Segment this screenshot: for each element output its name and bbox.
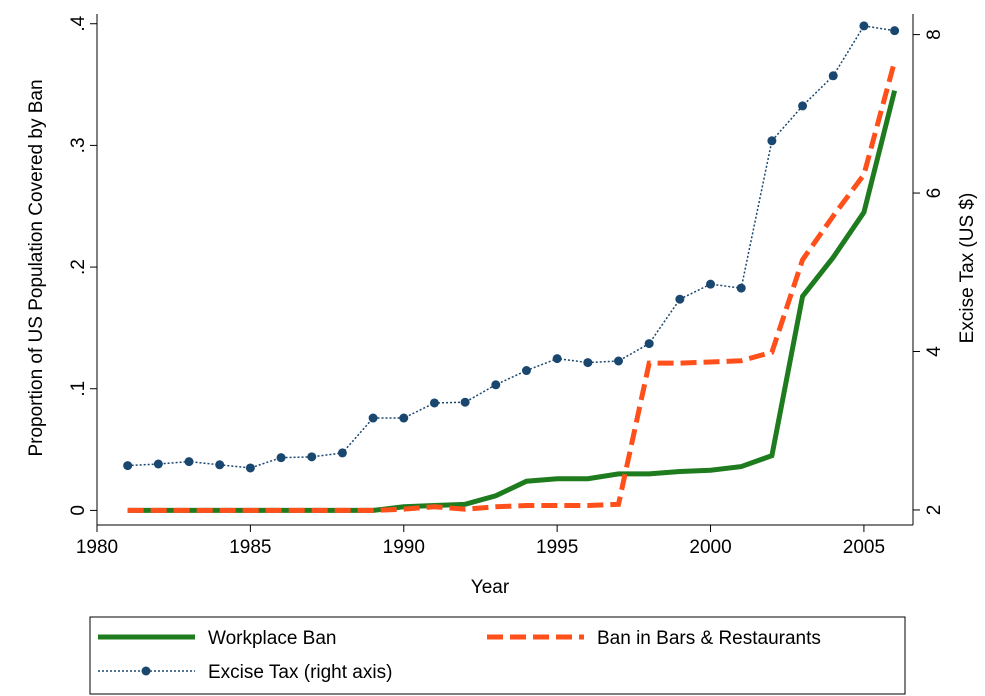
point	[828, 71, 838, 81]
point	[245, 463, 255, 473]
x-tick-label: 2000	[689, 537, 731, 558]
y-tick-label: .4	[68, 15, 89, 31]
point	[429, 398, 439, 408]
point	[521, 366, 531, 376]
point	[798, 101, 808, 111]
point	[767, 136, 777, 146]
point	[276, 453, 286, 463]
y2-tick-label: 4	[924, 346, 945, 357]
series-line	[127, 60, 898, 513]
point	[706, 279, 716, 289]
x-tick-label: 1990	[383, 537, 425, 558]
point	[337, 448, 347, 458]
x-axis-label: Year	[471, 577, 510, 598]
y-tick-label: 0	[68, 505, 89, 516]
legend-box	[89, 616, 906, 695]
point	[614, 356, 624, 366]
y-axis-label: Proportion of US Population Covered by B…	[26, 79, 47, 456]
point	[859, 21, 869, 31]
x-tick-label: 1985	[229, 537, 271, 558]
point	[675, 294, 685, 304]
point	[736, 283, 746, 293]
y2-tick-label: 2	[924, 505, 945, 516]
legend-label: Excise Tax (right axis)	[208, 662, 392, 683]
x-tick-label: 1995	[536, 537, 578, 558]
point	[123, 461, 133, 471]
point	[644, 339, 654, 349]
y2-tick-label: 8	[924, 29, 945, 40]
legend-label: Ban in Bars & Restaurants	[597, 628, 821, 649]
point	[153, 459, 163, 469]
series-line	[127, 25, 895, 469]
y-tick-label: .3	[68, 137, 89, 153]
point	[552, 354, 562, 364]
series-line	[127, 90, 898, 513]
point	[583, 358, 593, 368]
point	[184, 457, 194, 467]
x-tick-label: 1980	[76, 537, 118, 558]
point	[368, 413, 378, 423]
point	[399, 413, 409, 423]
point	[307, 452, 317, 462]
x-tick-label: 2005	[843, 537, 885, 558]
point	[460, 397, 470, 407]
legend-label: Workplace Ban	[208, 628, 337, 649]
y-tick-label: .2	[68, 259, 89, 275]
y2-tick-label: 6	[924, 188, 945, 199]
legend-marker	[141, 666, 151, 676]
y-tick-label: .1	[68, 381, 89, 397]
point	[491, 380, 501, 390]
y2-axis-label: Excise Tax (US $)	[957, 193, 978, 344]
point	[890, 26, 900, 36]
point	[215, 460, 225, 470]
